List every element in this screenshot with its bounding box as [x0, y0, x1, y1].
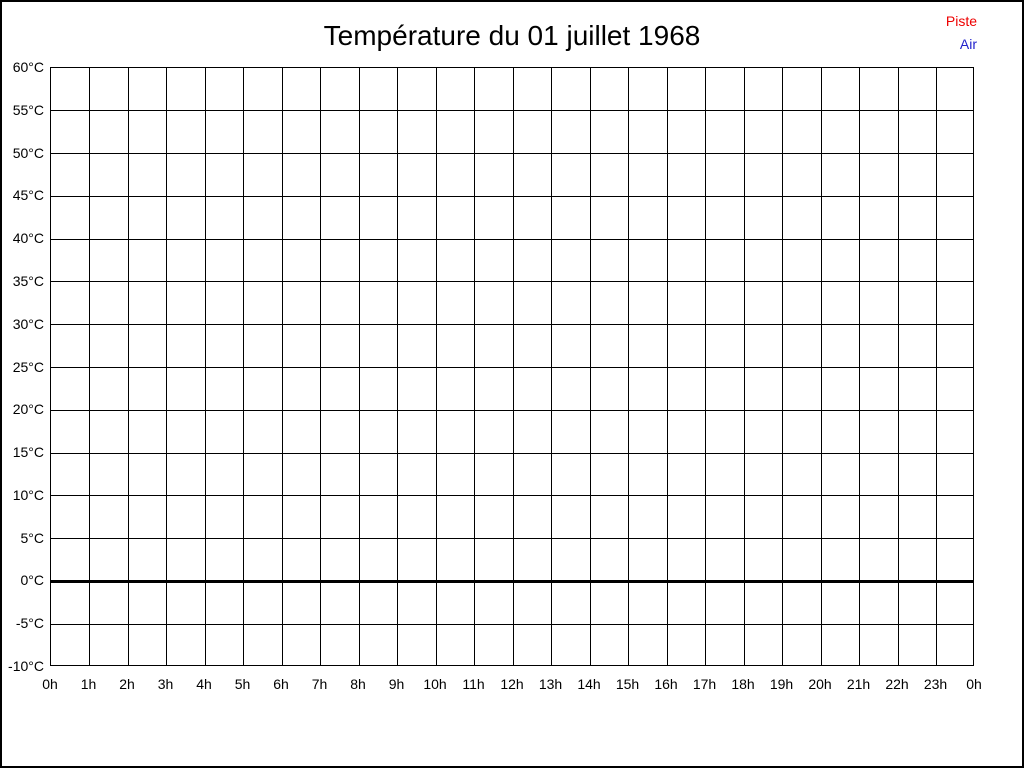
grid-hline [51, 153, 973, 155]
grid-hline [51, 281, 973, 283]
y-tick-label: 55°C [12, 101, 44, 118]
x-tick-label: 1h [80, 676, 97, 692]
y-tick-label: 5°C [20, 529, 45, 546]
x-tick-label: 0h [42, 676, 58, 692]
x-tick-label: 21h [846, 676, 871, 692]
legend-item-air: Air [959, 36, 977, 52]
x-tick-label: 7h [311, 676, 328, 692]
grid-vline [474, 68, 475, 665]
x-tick-label: 12h [500, 676, 524, 692]
grid-vline [89, 68, 90, 665]
grid-hline [51, 195, 973, 197]
grid-vline [551, 68, 552, 665]
grid-vline [705, 68, 706, 665]
grid-hline [51, 452, 973, 454]
chart-legend: Piste Air [946, 10, 977, 56]
grid-vline [166, 68, 167, 665]
grid-vline [435, 68, 437, 665]
grid-vline [897, 68, 899, 665]
x-tick-label: 0h [966, 676, 982, 692]
x-tick-label: 9h [388, 676, 405, 692]
x-tick-label: 11h [462, 676, 485, 692]
y-tick-label: 20°C [12, 401, 44, 418]
plot-area [50, 67, 974, 666]
x-tick-label: 8h [350, 676, 366, 692]
y-tick-label: 30°C [12, 315, 44, 332]
zero-temperature-line [51, 579, 973, 583]
x-tick-label: 2h [119, 676, 135, 692]
grid-hline [51, 623, 973, 625]
x-tick-label: 15h [615, 676, 640, 692]
x-tick-label: 16h [654, 676, 678, 692]
x-tick-label: 19h [769, 676, 794, 692]
y-tick-label: 0°C [20, 572, 45, 589]
x-tick-label: 4h [196, 676, 212, 692]
x-tick-label: 20h [808, 676, 832, 692]
grid-hline [51, 495, 973, 497]
grid-vline [512, 68, 514, 665]
y-tick-label: 35°C [12, 272, 44, 289]
y-tick-label: 60°C [12, 59, 44, 75]
grid-vline [936, 68, 937, 665]
y-tick-label: -5°C [15, 615, 44, 632]
grid-vline [666, 68, 668, 665]
y-tick-label: 45°C [12, 187, 44, 204]
grid-vline [397, 68, 398, 665]
x-tick-label: 6h [273, 676, 289, 692]
y-tick-label: 10°C [12, 486, 44, 503]
grid-hline [51, 409, 973, 411]
grid-vline [859, 68, 860, 665]
grid-vline [204, 68, 206, 665]
x-tick-label: 23h [923, 676, 948, 692]
x-tick-label: 5h [234, 676, 251, 692]
grid-vline [127, 68, 129, 665]
grid-vline [820, 68, 822, 665]
grid-hline [51, 538, 973, 540]
legend-item-piste: Piste [945, 13, 977, 29]
grid-hline [51, 110, 973, 112]
grid-vline [628, 68, 629, 665]
x-tick-label: 22h [885, 676, 909, 692]
x-tick-label: 3h [157, 676, 174, 692]
grid-hline [51, 367, 973, 368]
grid-vline [782, 68, 783, 665]
x-tick-label: 13h [538, 676, 563, 692]
x-tick-label: 17h [692, 676, 717, 692]
y-tick-label: 25°C [12, 358, 44, 375]
grid-vline [589, 68, 591, 665]
y-tick-label: -10°C [8, 658, 44, 674]
grid-vline [243, 68, 244, 665]
grid-hline [51, 324, 973, 326]
y-tick-label: 50°C [12, 144, 44, 161]
chart-title: Température du 01 juillet 1968 [323, 20, 701, 51]
x-tick-label: 14h [577, 676, 601, 692]
x-tick-label: 10h [423, 676, 447, 692]
grid-vline [743, 68, 745, 665]
y-tick-label: 15°C [12, 444, 44, 461]
x-tick-label: 18h [731, 676, 755, 692]
grid-vline [320, 68, 321, 665]
grid-vline [281, 68, 283, 665]
y-tick-label: 40°C [12, 230, 44, 247]
grid-hline [51, 238, 973, 240]
grid-vline [358, 68, 360, 665]
